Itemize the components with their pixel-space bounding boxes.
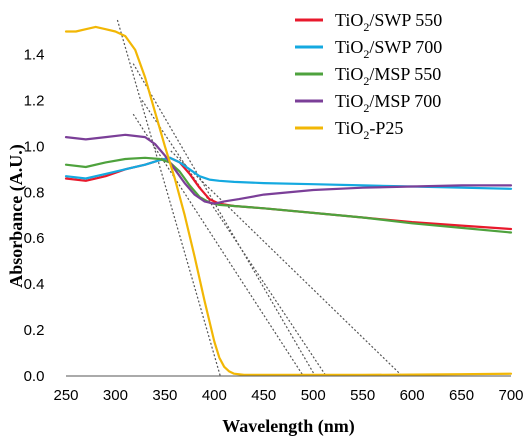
tangent-lines-group [116, 19, 403, 377]
y-tick-label: 0.4 [24, 276, 45, 293]
y-tick-label: 1.2 [24, 92, 45, 109]
legend: TiO2/SWP 550 TiO2/SWP 700 TiO2/MSP 550 TiO2… [295, 10, 442, 142]
x-tick-label: 400 [202, 387, 227, 404]
x-tick-label: 650 [449, 387, 474, 404]
x-axis-title: Wavelength (nm) [222, 416, 355, 437]
series-line [64, 156, 513, 190]
x-tick-label: 300 [103, 387, 128, 404]
legend-label: TiO2/SWP 700 [335, 37, 442, 61]
x-tick-label: 250 [53, 387, 78, 404]
series-line [64, 156, 513, 234]
y-tick-label: 0.8 [24, 184, 45, 201]
x-tick-label: 450 [251, 387, 276, 404]
y-tick-label: 1.4 [24, 46, 45, 63]
y-axis-title: Absorbance (A.U.) [6, 144, 27, 288]
tangent-line [132, 63, 316, 377]
y-tick-label: 0.6 [24, 230, 45, 247]
x-tick-label: 500 [301, 387, 326, 404]
series-group [64, 25, 513, 376]
tangent-line [170, 150, 403, 377]
series-line [64, 133, 513, 205]
tangent-line [132, 113, 304, 377]
series-line [64, 25, 513, 376]
legend-label: TiO2/MSP 700 [335, 91, 441, 115]
y-tick-labels: 0.0 0.2 0.4 0.6 0.8 1.0 1.2 1.4 [24, 46, 45, 385]
x-tick-label: 600 [400, 387, 425, 404]
tangent-line [141, 100, 327, 377]
x-tick-label: 700 [498, 387, 523, 404]
x-tick-labels: 250 300 350 400 450 500 550 600 650 700 [53, 387, 523, 404]
x-tick-label: 550 [350, 387, 375, 404]
tangent-line [116, 19, 221, 377]
legend-label: TiO2/MSP 550 [335, 64, 441, 88]
legend-label: TiO2/SWP 550 [335, 10, 442, 34]
y-tick-label: 0.2 [24, 322, 45, 339]
x-tick-label: 350 [152, 387, 177, 404]
y-tick-label: 0.0 [24, 368, 45, 385]
y-tick-label: 1.0 [24, 138, 45, 155]
legend-label: TiO2-P25 [335, 118, 403, 142]
